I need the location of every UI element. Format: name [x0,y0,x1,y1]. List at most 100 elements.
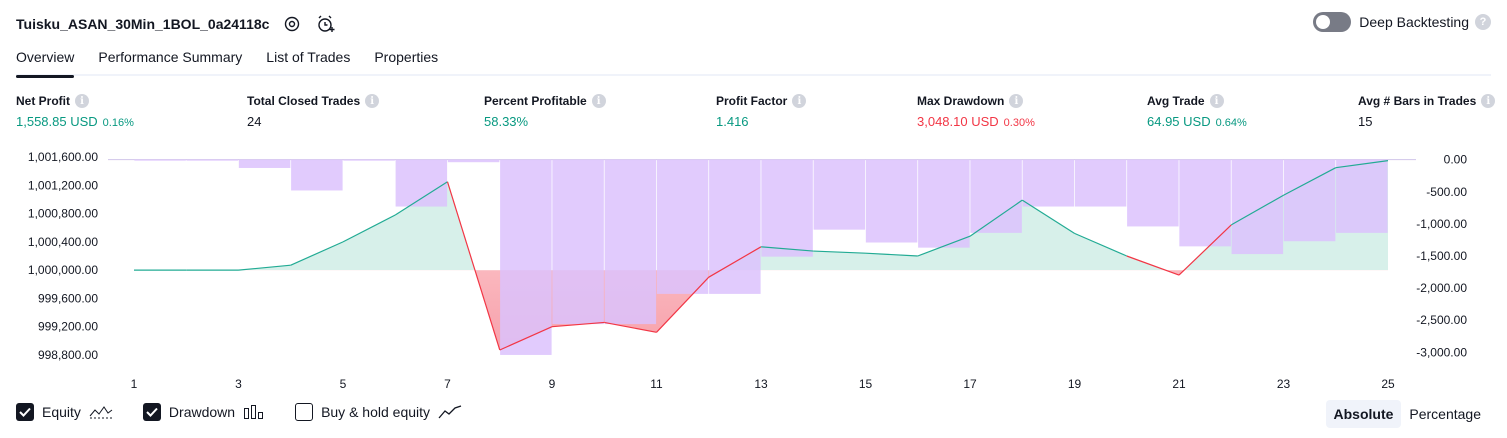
equity-line-segment [656,276,710,333]
equity-line-segment [865,252,918,257]
legend-buy-hold-equity[interactable]: Buy & hold equity [295,403,462,421]
drawdown-bar [1179,159,1231,247]
info-icon[interactable]: i [1481,94,1496,108]
drawdown-bar [1231,159,1284,255]
strategy-header: Tuisku_ASAN_30Min_1BOL_0a24118c [16,10,337,38]
x-axis-tick-label: 17 [963,377,977,391]
equity-line-segment [708,246,762,278]
deep-backtesting-control: Deep Backtesting ? [1313,12,1491,32]
metric-label: Profit Factor [716,94,788,108]
right-axis-tick-label: -3,000.00 [1416,345,1467,359]
drawdown-bar [447,159,500,163]
info-icon[interactable]: i [1009,94,1024,108]
x-axis-tick-label: 15 [859,377,873,391]
drawdown-bar [604,159,657,325]
right-axis-tick-label: -500.00 [1426,185,1467,199]
deep-backtesting-toggle[interactable] [1313,12,1352,32]
left-axis-tick-label: 1,001,600.00 [28,150,98,164]
metric-value: 58.33% [484,114,529,129]
info-icon[interactable]: i [1209,94,1224,108]
metric-value: 3,048.10 USD [917,114,999,129]
x-axis-tick-label: 13 [754,377,768,391]
drawdown-bar [186,159,239,161]
equity-line-segment [1126,255,1180,276]
drawdown-bar [134,159,186,161]
info-icon[interactable]: i [365,94,380,108]
metric-value: 1,558.85 USD [16,114,98,129]
drawdown-bar [552,159,604,325]
left-axis-tick-label: 1,000,800.00 [28,207,98,221]
drawdown-bar [761,159,813,257]
metric-label: Max Drawdown [917,94,1005,108]
left-axis-tick-label: 998,800.00 [38,348,98,362]
equity-line-segment [1021,199,1075,234]
drawdown-checkbox[interactable] [142,403,161,421]
right-axis-tick-label: -2,500.00 [1416,313,1467,327]
settings-gear-icon[interactable] [281,13,303,35]
help-icon[interactable]: ? [1475,14,1491,30]
info-icon[interactable]: i [591,94,606,108]
toggle-knob [1316,15,1331,29]
right-axis-tick-label: 0.00 [1444,153,1468,167]
metric-avg-trade: Avg Trade i 64.95 USD 0.64% [1147,94,1247,129]
metric-total-closed-trades: Total Closed Trades i 24 [247,94,380,129]
equity-line-segment [1283,167,1337,196]
drawdown-bar [813,159,866,230]
legend-drawdown[interactable]: Drawdown [142,403,265,421]
metric-label: Net Profit [16,94,70,108]
metric-label: Total Closed Trades [247,94,361,108]
drawdown-bar [656,159,709,294]
strategy-title: Tuisku_ASAN_30Min_1BOL_0a24118c [16,16,270,32]
drawdown-bar [395,159,448,207]
deep-backtesting-label: Deep Backtesting [1359,14,1469,30]
metric-value: 15 [1358,114,1373,129]
x-axis-tick-label: 19 [1068,377,1082,391]
drawdown-bar [343,159,395,161]
x-axis-tick-label: 5 [340,377,347,391]
equity-line-segment [342,214,396,243]
absolute-button[interactable]: Absolute [1325,400,1402,428]
equity-line-icon [89,404,113,420]
info-icon[interactable]: i [75,94,89,108]
metric-label: Avg Trade [1147,94,1205,108]
left-axis-tick-label: 999,600.00 [38,291,98,305]
legend-label: Buy & hold equity [321,404,431,420]
tab-overview[interactable]: Overview [16,44,75,78]
equity-line-segment [969,199,1023,237]
legend-equity[interactable]: Equity [16,403,113,421]
left-axis-tick-label: 1,001,200.00 [28,178,98,192]
info-icon[interactable]: i [792,94,807,108]
metric-profit-factor: Profit Factor i 1.416 [716,94,807,129]
tab-properties[interactable]: Properties [374,49,439,65]
percentage-button[interactable]: Percentage [1409,406,1481,422]
metric-label: Percent Profitable [484,94,587,108]
x-axis-tick-label: 9 [549,377,556,391]
equity-line-segment [760,246,814,252]
drawdown-bar [1336,159,1388,233]
equity-line-segment [551,321,605,328]
metric-avg-bars-in-trades: Avg # Bars in Trades i 15 [1358,94,1496,129]
chart-legend: Equity Drawdown Buy & hold equity [16,403,492,421]
left-axis-tick-label: 1,000,400.00 [28,235,98,249]
legend-label: Drawdown [168,404,236,420]
metric-percent: 0.64% [1215,117,1247,129]
right-axis-tick-label: -1,500.00 [1416,249,1467,263]
metric-percent-profitable: Percent Profitable i 58.33% [484,94,606,129]
x-axis-tick-label: 23 [1277,377,1291,391]
equity-line-segment [1178,224,1232,276]
buy-hold-checkbox[interactable] [295,403,314,421]
metric-value: 1.416 [716,114,749,129]
metric-percent: 0.30% [1003,117,1035,129]
metric-value: 64.95 USD [1147,114,1211,129]
tab-performance-summary[interactable]: Performance Summary [98,49,243,65]
equity-drawdown-chart[interactable]: 1,001,600.00 1,001,200.00 1,000,800.00 1,00… [0,134,1507,396]
x-axis-tick-label: 3 [235,377,242,391]
equity-gain-area [134,160,1388,271]
drawdown-bar [865,159,918,243]
alarm-clock-add-icon[interactable] [315,13,337,35]
equity-checkbox[interactable] [16,403,34,421]
equity-line-segment [917,235,971,257]
tab-list-of-trades[interactable]: List of Trades [266,49,351,65]
drawdown-bar [1022,159,1075,207]
x-axis-tick-label: 1 [131,377,138,391]
